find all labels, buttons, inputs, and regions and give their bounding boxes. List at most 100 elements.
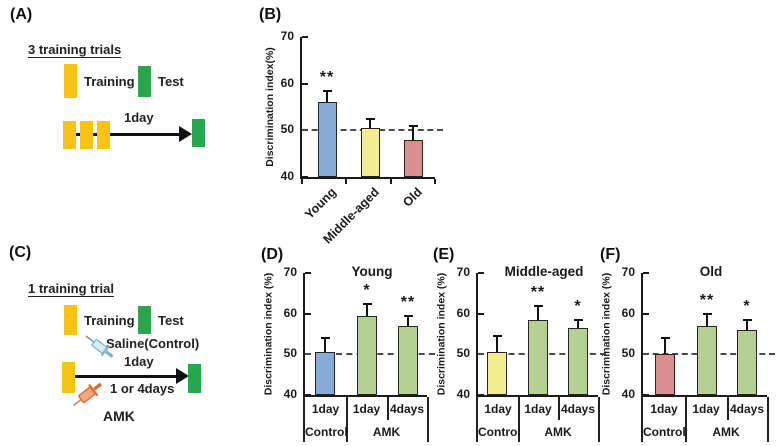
test-swatch-c: [138, 306, 151, 334]
error-bar-line: [369, 118, 371, 128]
error-bar-cap: [702, 312, 712, 315]
y-axis-title-text: Discrimination index (%): [435, 272, 447, 396]
training-trial-block-2: [80, 121, 93, 149]
y-axis-title-text: Discrimination index (%): [262, 272, 274, 396]
error-bar-line: [577, 319, 579, 328]
chart-title: Middle-aged: [504, 264, 584, 279]
y-tick-label: 40: [621, 387, 635, 401]
table-vline-right: [767, 397, 769, 442]
table-vline-mid: [685, 397, 687, 442]
table-timing-label: 1day: [650, 402, 678, 416]
test-block-c: [188, 364, 201, 393]
table-group-label-control: Control: [478, 425, 521, 439]
table-group-label-amk: AMK: [372, 425, 401, 439]
error-bar-cap: [660, 337, 670, 340]
y-tick-mark: [643, 312, 649, 315]
table-group-label-amk: AMK: [544, 425, 572, 439]
table-vline-mid: [518, 397, 520, 442]
y-tick-label: 60: [621, 305, 635, 320]
significance-stars: *: [574, 297, 582, 315]
amk-label: AMK: [103, 408, 135, 424]
x-tick-mark: [301, 179, 303, 184]
table-vline-left: [303, 397, 305, 442]
error-bar-cap: [533, 304, 543, 307]
y-tick-mark: [302, 36, 308, 38]
panel-a-label: (A): [10, 6, 33, 23]
error-bar-line: [537, 305, 539, 320]
y-axis-title: Discrimination index (%): [434, 272, 448, 396]
error-bar-line: [412, 125, 414, 140]
amk-syringe-icon: [67, 376, 111, 418]
panel-d-label: (D): [261, 246, 284, 263]
y-tick-label: 70: [456, 265, 470, 279]
y-axis-title: Discrimination index (%): [261, 272, 275, 396]
table-vline-right: [427, 397, 429, 442]
bar: [317, 102, 337, 177]
training-trial-block-c: [62, 362, 75, 393]
chart-panel-f: 40 50 60 70 Discrimination index (%) ** * Old 1d…: [600, 264, 775, 442]
error-bar-cap: [408, 124, 418, 127]
table-timing-label: 1day: [352, 402, 381, 416]
panel-a-arrow-head: [179, 126, 192, 142]
test-swatch: [138, 66, 151, 97]
y-axis-title-text: Discrimination index(%): [264, 47, 277, 167]
error-bar-line: [324, 338, 326, 353]
bar: [568, 327, 588, 395]
y-tick-label: 40: [280, 169, 294, 183]
table-vline-left: [641, 397, 643, 442]
error-bar-line: [706, 313, 708, 326]
chart-title: Young: [351, 264, 393, 279]
table-vline-mid: [346, 397, 348, 442]
table-timing-label: 4days: [389, 402, 425, 416]
error-bar-line: [366, 303, 368, 316]
saline-label: Saline(Control): [106, 336, 200, 351]
chart-panel-d: 40 50 60 70 Discrimination index (%) * ** Young…: [262, 264, 435, 442]
bar: [360, 128, 380, 177]
error-bar-cap: [403, 314, 413, 317]
y-tick-label: 60: [283, 305, 297, 320]
training-legend-label: Training: [84, 74, 135, 89]
y-tick-mark: [302, 176, 308, 178]
significance-stars: *: [743, 297, 751, 315]
bar: [737, 329, 757, 395]
y-tick-label: 60: [280, 75, 294, 90]
significance-stars: *: [363, 281, 371, 299]
y-tick-mark: [302, 82, 308, 85]
error-bar-line: [326, 90, 328, 103]
y-axis-title: Discrimination index (%): [599, 273, 613, 396]
panel-f-label: (F): [600, 246, 621, 263]
panel-b-label: (B): [259, 6, 282, 23]
training-legend-label-c: Training: [84, 313, 135, 328]
table-vline-left: [476, 397, 478, 442]
table-vline-right: [598, 397, 600, 442]
panel-a-arrow-label: 1day: [124, 110, 154, 125]
error-bar-line: [496, 336, 498, 353]
error-bar-cap: [362, 302, 372, 305]
panel-c-arrow-head: [176, 368, 189, 384]
y-tick-mark: [478, 272, 484, 274]
table-vline-amk: [558, 397, 560, 420]
y-tick-label: 50: [456, 346, 470, 361]
bar: [487, 352, 507, 395]
panel-c-arrow-shaft: [74, 375, 179, 378]
chart-panel-b: 40 50 60 70 Discrimination index(%) ** Young Mi…: [264, 29, 443, 246]
x-tick-mark: [434, 179, 436, 184]
y-tick-label: 60: [456, 305, 470, 320]
y-tick-mark: [478, 312, 484, 315]
table-timing-label: 4days: [560, 402, 596, 416]
y-tick-label: 50: [280, 122, 294, 137]
training-trial-block-1: [63, 121, 76, 149]
y-tick-label: 70: [280, 29, 294, 43]
table-vline-amk: [387, 397, 389, 420]
test-legend-label: Test: [158, 74, 184, 89]
error-bar-line: [746, 319, 748, 330]
y-axis-title: Discrimination index(%): [263, 37, 277, 177]
y-tick-label: 70: [621, 265, 635, 279]
bar: [398, 325, 418, 395]
table-group-label-control: Control: [643, 425, 686, 439]
training-swatch: [64, 64, 77, 98]
error-bar-cap: [742, 318, 752, 321]
bar: [655, 354, 675, 395]
bar: [315, 352, 335, 395]
